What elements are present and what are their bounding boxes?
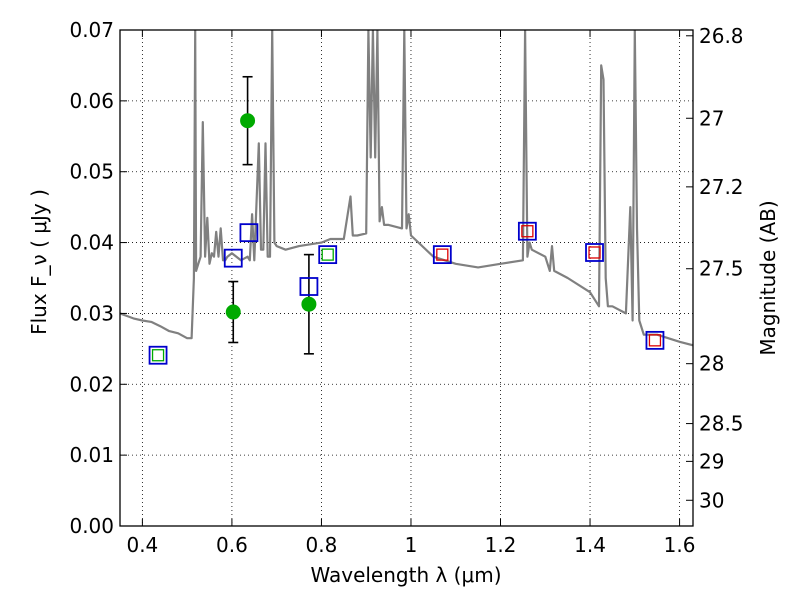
model-photometry-point-outer — [318, 245, 338, 265]
mag-tick-label: 27.2 — [699, 175, 744, 199]
y-axis-title: Flux F_ν ( μJy ) — [27, 189, 51, 335]
plot-area — [120, 30, 693, 365]
mag-tick-label: 26.8 — [699, 24, 744, 48]
mag-tick-label: 30 — [699, 488, 724, 512]
mag-tick-label: 29 — [699, 449, 724, 473]
x-tick-label: 1 — [405, 533, 418, 557]
model-photometry-point-inner — [436, 248, 449, 261]
x-tick-label: 1.2 — [485, 533, 517, 557]
model-photometry-point-outer — [148, 345, 168, 365]
model-photometry-point-inner — [321, 248, 334, 261]
model-photometry-point-outer — [645, 330, 665, 350]
model-photometry-point-inner — [588, 246, 601, 259]
y-tick-label: 0.02 — [69, 372, 114, 396]
mag-tick-label: 28 — [699, 352, 724, 376]
y-tick-label: 0.05 — [69, 160, 114, 184]
model-photometry-point-outer — [223, 248, 243, 268]
y-tick-label: 0.03 — [69, 301, 114, 325]
mag-tick-label: 27 — [699, 106, 724, 130]
mag-tick-label: 27.5 — [699, 257, 744, 281]
y-tick-label: 0.00 — [69, 514, 114, 538]
y-tick-label: 0.07 — [69, 18, 114, 42]
model-photometry-point-inner — [151, 349, 165, 362]
observed-flux-point — [301, 296, 317, 312]
x-tick-label: 0.6 — [216, 533, 248, 557]
model-photometry-point-outer — [239, 223, 259, 243]
mag-tick-label: 28.5 — [699, 412, 744, 436]
model-photometry-point-outer — [585, 243, 604, 262]
x-tick-label: 0.4 — [126, 533, 158, 557]
y2-axis-title: Magnitude (AB) — [756, 200, 780, 355]
x-tick-label: 1.6 — [664, 533, 696, 557]
observed-flux-point — [225, 304, 241, 320]
model-photometry-point-inner — [648, 334, 662, 347]
plot-frame — [119, 29, 694, 527]
model-photometry-point-outer — [517, 221, 537, 241]
axis-ticks — [120, 29, 693, 527]
y-tick-label: 0.06 — [69, 89, 114, 113]
x-tick-label: 1.4 — [574, 533, 606, 557]
template-spectrum-line — [120, 30, 693, 347]
observed-flux-point — [240, 113, 256, 129]
x-axis-title: Wavelength λ (μm) — [310, 563, 501, 587]
y-tick-label: 0.01 — [69, 443, 114, 467]
grid-lines — [120, 29, 693, 527]
x-tick-label: 0.8 — [306, 533, 338, 557]
model-photometry-point-outer — [432, 245, 452, 265]
y-tick-label: 0.04 — [69, 231, 114, 255]
model-photometry-point-outer — [299, 277, 319, 296]
model-photometry-point-inner — [521, 225, 534, 238]
